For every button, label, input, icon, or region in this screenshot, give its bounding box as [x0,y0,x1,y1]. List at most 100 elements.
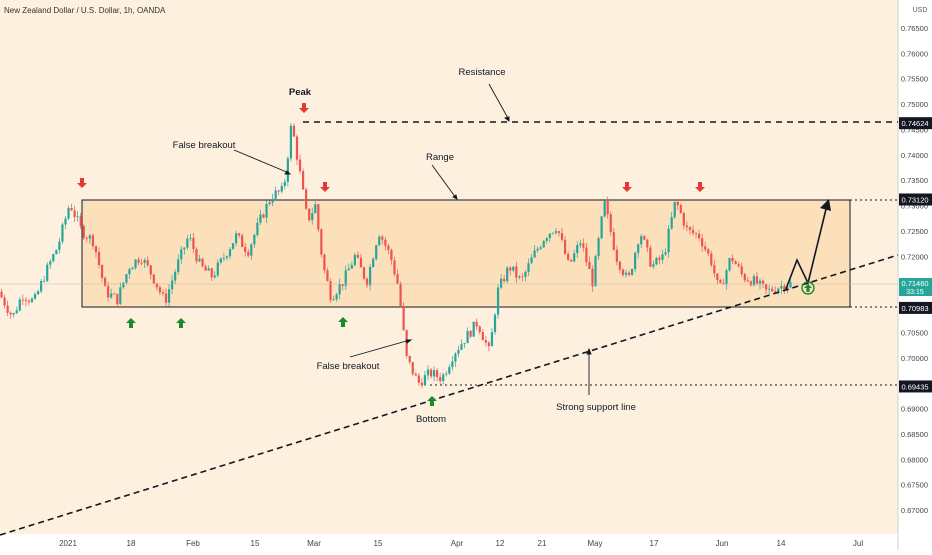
candle-body [6,305,9,313]
chart-title: New Zealand Dollar / U.S. Dollar, 1h, OA… [4,6,166,15]
candle-body [496,287,500,315]
candle-body [107,286,110,298]
candle-body [719,279,722,283]
price-tick-label: 0.68000 [901,455,928,464]
candle-body [673,201,676,218]
candle-body [463,343,466,345]
peak-label: Peak [289,87,312,98]
candle-body [128,269,131,275]
candle-body [768,288,771,290]
candles-group [0,122,792,388]
candle-body [317,204,320,230]
candle-body [125,274,128,283]
candle-body [417,375,420,383]
current-price-value: 0.71460 [901,279,928,288]
candle-body [563,239,567,254]
candle-body [591,268,594,287]
candle-body [43,280,46,282]
up-arrows [126,284,812,406]
candle-body [338,284,341,295]
up-arrow-icon [126,318,136,328]
current-price-tag [899,278,932,296]
candle-body [600,216,603,239]
candle-body [189,237,192,239]
support-trendline[interactable] [0,254,899,536]
candle-body [436,370,439,377]
candle-body [469,331,472,337]
projection-path[interactable] [785,204,828,290]
candle-body [420,382,423,386]
candle-body [70,208,73,211]
candle-body [88,235,91,239]
price-tick-label: 0.72500 [901,227,928,236]
candle-body [323,254,326,271]
candle-body [734,261,737,265]
candle-body [518,276,521,278]
candle-body [728,258,731,271]
candle-body [122,282,125,288]
candle-body [627,272,631,275]
time-tick-label: 18 [127,539,136,548]
candle-body [743,274,746,281]
candle-body [286,158,289,182]
time-tick-label: 15 [374,539,383,548]
candle-body [576,245,579,254]
price-tick-label: 0.75000 [901,100,928,109]
candle-body [241,235,244,247]
candle-body [40,280,43,292]
candle-body [314,204,317,214]
candle-body [381,236,384,240]
candle-body [146,259,149,266]
candle-body [234,233,238,244]
price-axis-currency: USD [913,7,928,14]
annotation-pointers [233,83,592,395]
candle-body [664,252,667,255]
candle-body [262,214,265,218]
candle-body [238,233,241,236]
candle-body [685,225,689,228]
candle-body [259,214,262,223]
candle-body [704,246,707,250]
candle-body [55,249,58,255]
candle-body [204,266,207,271]
candle-body [49,261,52,265]
price-tags: 0.74624 0.73120 0.70983 0.69435 [899,117,932,393]
candle-body [771,288,774,292]
candle-body [67,208,70,219]
candle-body [73,210,76,218]
candle-body [250,244,253,256]
candle-body [265,203,268,218]
price-tick-label: 0.73000 [901,202,928,211]
candle-body [137,259,140,263]
candle-body [207,268,210,271]
candle-body [119,287,122,305]
candle-body [362,267,366,279]
candle-body [707,249,710,254]
candle-body [688,227,692,230]
candle-body [774,291,777,293]
candle-body [536,248,539,251]
candle-body [311,213,314,221]
price-tick-label: 0.76500 [901,24,928,33]
candle-body [557,231,561,234]
candle-body [487,342,491,347]
candle-body [621,269,625,275]
candle-body [423,375,427,386]
candle-body [634,252,637,269]
price-tag-box [899,380,932,393]
time-axis[interactable]: 2021 18 Feb 15 Mar 15 Apr 12 21 May 17 Jun 14 Jul [59,539,863,548]
time-tick-label: Apr [451,539,464,548]
candle-body [545,238,548,241]
candle-body [183,247,186,250]
time-tick-label: 17 [650,539,659,548]
candle-body [749,281,752,286]
candle-body [33,294,37,299]
range-box[interactable] [81,199,851,308]
candle-body [350,264,353,269]
candle-body [289,125,293,159]
candle-body [301,171,305,190]
down-arrow-icon [320,182,330,192]
candle-body [624,272,628,275]
candle-body [305,189,308,209]
